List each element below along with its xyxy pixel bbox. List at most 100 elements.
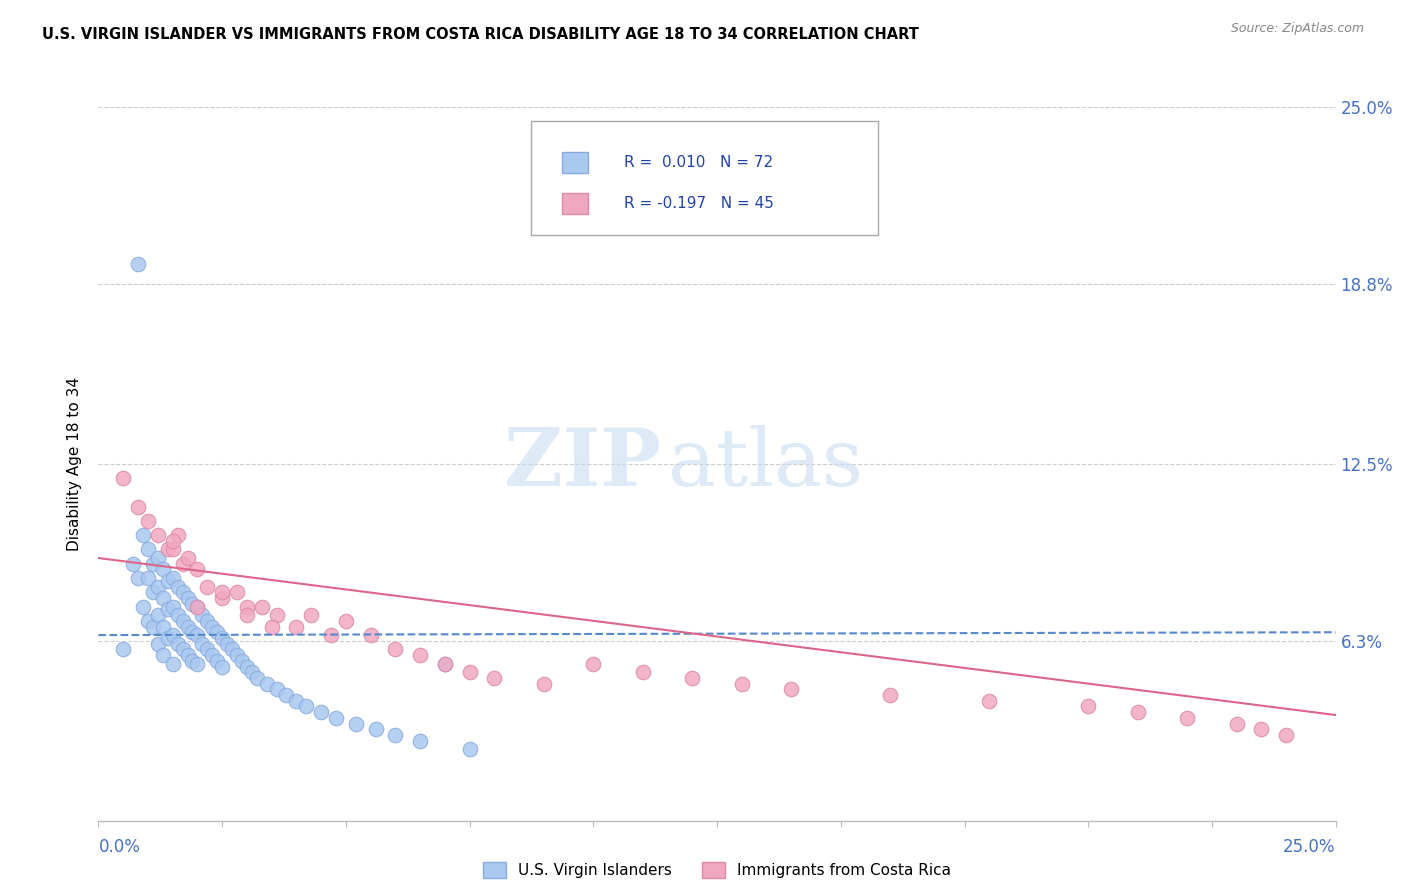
Point <box>176 648 198 662</box>
Legend: U.S. Virgin Islanders, Immigrants from Costa Rica: U.S. Virgin Islanders, Immigrants from C… <box>477 856 957 884</box>
Point <box>191 637 214 651</box>
Point <box>384 728 406 742</box>
Point <box>299 608 322 623</box>
Point <box>295 699 318 714</box>
Point <box>132 599 155 614</box>
Point <box>285 619 308 633</box>
Point <box>236 608 259 623</box>
Point <box>201 619 224 633</box>
Point <box>250 599 273 614</box>
Point <box>879 688 901 702</box>
Point <box>186 599 208 614</box>
Point <box>146 551 169 566</box>
Point <box>191 608 214 623</box>
Point <box>156 542 179 557</box>
Point <box>285 694 308 708</box>
Point <box>152 562 174 576</box>
Point <box>205 654 228 668</box>
Point <box>166 580 188 594</box>
Point <box>433 657 456 671</box>
Point <box>211 659 233 673</box>
Point <box>1250 723 1272 737</box>
Point <box>172 642 194 657</box>
Point <box>195 580 218 594</box>
Point <box>166 608 188 623</box>
Text: Source: ZipAtlas.com: Source: ZipAtlas.com <box>1230 22 1364 36</box>
Point <box>146 637 169 651</box>
Point <box>631 665 654 680</box>
Point <box>195 642 218 657</box>
Point <box>186 657 208 671</box>
Text: 25.0%: 25.0% <box>1284 838 1336 856</box>
Point <box>181 654 204 668</box>
Point <box>112 471 135 485</box>
Point <box>484 671 506 685</box>
FancyBboxPatch shape <box>562 193 588 214</box>
Point <box>211 631 233 645</box>
Point <box>127 257 149 271</box>
Point <box>217 637 239 651</box>
Point <box>176 591 198 605</box>
Point <box>335 614 357 628</box>
Point <box>146 580 169 594</box>
Point <box>162 533 184 548</box>
Point <box>236 659 259 673</box>
Point <box>384 642 406 657</box>
Point <box>195 614 218 628</box>
Point <box>1275 728 1298 742</box>
Point <box>162 542 184 557</box>
Point <box>127 500 149 514</box>
Point <box>582 657 605 671</box>
Point <box>319 628 342 642</box>
Point <box>344 716 367 731</box>
Point <box>127 571 149 585</box>
Text: R =  0.010   N = 72: R = 0.010 N = 72 <box>624 155 773 170</box>
Point <box>246 671 269 685</box>
Point <box>186 599 208 614</box>
Point <box>181 597 204 611</box>
Point <box>458 742 481 756</box>
Point <box>226 648 249 662</box>
Point <box>731 676 754 690</box>
Point <box>122 557 145 571</box>
Point <box>276 688 298 702</box>
Point <box>166 528 188 542</box>
Point <box>146 528 169 542</box>
Point <box>156 602 179 616</box>
Point <box>1077 699 1099 714</box>
Point <box>176 551 198 566</box>
Point <box>979 694 1001 708</box>
Point <box>1126 705 1149 719</box>
Point <box>142 557 165 571</box>
Point <box>1226 716 1249 731</box>
Point <box>136 514 159 528</box>
Point <box>458 665 481 680</box>
Point <box>231 654 253 668</box>
Point <box>152 648 174 662</box>
Point <box>162 571 184 585</box>
Point <box>162 628 184 642</box>
Point <box>186 628 208 642</box>
Point <box>201 648 224 662</box>
Point <box>162 599 184 614</box>
Point <box>112 642 135 657</box>
Point <box>205 625 228 640</box>
Point <box>260 619 283 633</box>
Point <box>240 665 263 680</box>
Point <box>1175 711 1198 725</box>
FancyBboxPatch shape <box>531 121 877 235</box>
Point <box>172 557 194 571</box>
Point <box>152 619 174 633</box>
Point <box>146 608 169 623</box>
Point <box>433 657 456 671</box>
Point <box>409 733 432 747</box>
Text: ZIP: ZIP <box>505 425 661 503</box>
Point <box>409 648 432 662</box>
Point <box>681 671 703 685</box>
FancyBboxPatch shape <box>562 152 588 173</box>
Point <box>136 614 159 628</box>
Point <box>226 585 249 599</box>
Text: R = -0.197   N = 45: R = -0.197 N = 45 <box>624 196 775 211</box>
Point <box>221 642 243 657</box>
Point <box>309 705 332 719</box>
